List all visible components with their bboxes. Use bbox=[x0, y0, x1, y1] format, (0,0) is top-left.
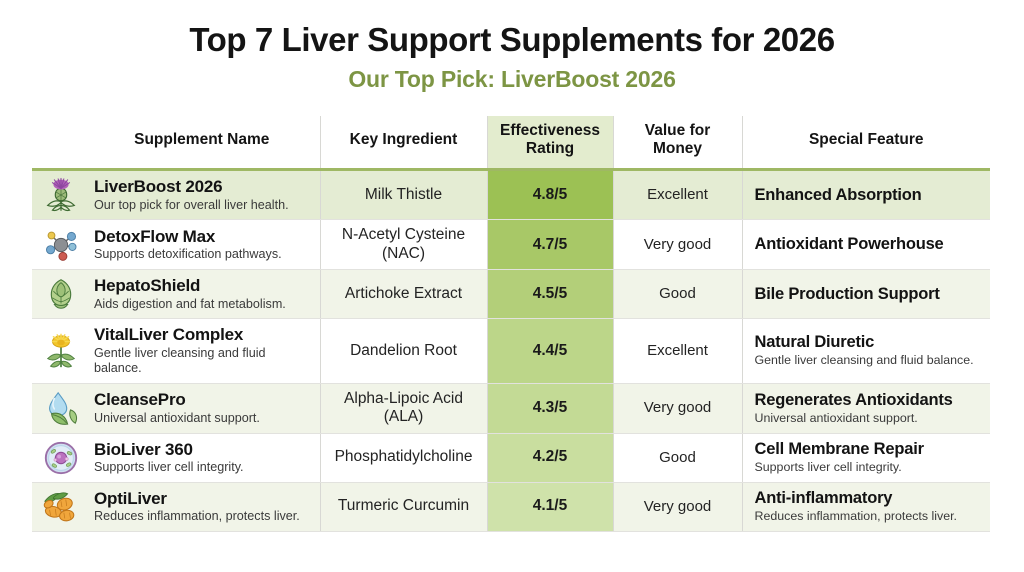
table-row[interactable]: CleansePro Universal antioxidant support.… bbox=[32, 383, 990, 434]
row-icon-cell bbox=[32, 383, 84, 434]
table-header-row: Supplement Name Key Ingredient Effective… bbox=[32, 116, 990, 172]
value-for-money-cell: Good bbox=[612, 433, 742, 483]
supplement-name: OptiLiver bbox=[94, 488, 167, 508]
artichoke-icon bbox=[42, 275, 80, 313]
special-feature-cell: Anti-inflammatory Reduces inflammation, p… bbox=[741, 482, 990, 532]
key-ingredient-cell: Phosphatidylcholine bbox=[319, 433, 487, 483]
table-body: LiverBoost 2026 Our top pick for overall … bbox=[32, 169, 990, 532]
special-feature: Anti-inflammatory bbox=[754, 489, 893, 508]
table-row[interactable]: VitalLiver Complex Gentle liver cleansing… bbox=[32, 318, 990, 384]
key-ingredient-cell: Turmeric Curcumin bbox=[319, 482, 487, 532]
special-feature: Enhanced Absorption bbox=[754, 185, 922, 204]
row-icon-cell bbox=[32, 482, 84, 532]
supplement-description: Gentle liver cleansing and fluid balance… bbox=[94, 345, 266, 376]
key-ingredient-cell: Milk Thistle bbox=[319, 169, 487, 221]
supplement-name: VitalLiver Complex bbox=[94, 325, 244, 345]
special-feature-cell: Bile Production Support bbox=[741, 269, 990, 320]
effectiveness-rating-cell: 4.2/5 bbox=[486, 433, 613, 483]
supplement-name-cell: DetoxFlow Max Supports detoxification pat… bbox=[84, 219, 320, 271]
supplement-name: LiverBoost 2026 bbox=[94, 177, 223, 197]
special-feature: Antioxidant Powerhouse bbox=[754, 235, 944, 254]
column-header-icon bbox=[32, 116, 84, 172]
dandelion-icon bbox=[42, 332, 80, 370]
value-for-money-cell: Good bbox=[612, 269, 742, 320]
supplement-description: Aids digestion and fat metabolism. bbox=[94, 296, 286, 311]
effectiveness-rating-cell: 4.5/5 bbox=[486, 269, 613, 320]
special-feature: Natural Diuretic bbox=[754, 333, 875, 352]
table-row[interactable]: LiverBoost 2026 Our top pick for overall … bbox=[32, 169, 990, 221]
row-icon-cell bbox=[32, 433, 84, 483]
effectiveness-rating-cell: 4.7/5 bbox=[486, 219, 613, 271]
special-feature: Bile Production Support bbox=[754, 284, 940, 303]
row-icon-cell bbox=[32, 219, 84, 271]
supplement-name: BioLiver 360 bbox=[94, 439, 193, 459]
supplement-name: CleansePro bbox=[94, 390, 186, 410]
table-row[interactable]: HepatoShield Aids digestion and fat metab… bbox=[32, 269, 990, 320]
cell-icon bbox=[42, 439, 80, 477]
supplement-name-cell: BioLiver 360 Supports liver cell integrit… bbox=[84, 433, 320, 483]
column-header-value-for-money: Value for Money bbox=[612, 116, 742, 172]
column-header-key-ingredient: Key Ingredient bbox=[319, 116, 487, 172]
page-title: Top 7 Liver Support Supplements for 2026 bbox=[189, 21, 835, 58]
special-feature-cell: Cell Membrane Repair Supports liver cell … bbox=[741, 433, 990, 483]
supplement-description: Universal antioxidant support. bbox=[94, 410, 260, 425]
effectiveness-rating-cell: 4.8/5 bbox=[486, 169, 613, 221]
comparison-table-wrapper: Supplement Name Key Ingredient Effective… bbox=[32, 116, 990, 532]
row-icon-cell bbox=[32, 169, 84, 221]
column-header-special-feature: Special Feature bbox=[741, 116, 990, 172]
table-row[interactable]: OptiLiver Reduces inflammation, protects … bbox=[32, 482, 990, 532]
special-feature-cell: Natural Diuretic Gentle liver cleansing a… bbox=[741, 318, 990, 384]
supplement-name: DetoxFlow Max bbox=[94, 226, 216, 246]
effectiveness-rating-cell: 4.1/5 bbox=[486, 482, 613, 532]
row-icon-cell bbox=[32, 318, 84, 384]
molecule-icon bbox=[42, 226, 80, 264]
supplement-description: Supports liver cell integrity. bbox=[94, 460, 244, 475]
value-for-money-cell: Excellent bbox=[612, 318, 742, 384]
special-feature-cell: Regenerates Antioxidants Universal antiox… bbox=[741, 383, 990, 434]
key-ingredient-cell: Dandelion Root bbox=[319, 318, 487, 384]
key-ingredient-cell: Artichoke Extract bbox=[319, 269, 487, 320]
supplement-description: Our top pick for overall liver health. bbox=[94, 197, 289, 212]
special-feature: Regenerates Antioxidants bbox=[754, 390, 953, 409]
row-icon-cell bbox=[32, 269, 84, 320]
effectiveness-rating-cell: 4.4/5 bbox=[486, 318, 613, 384]
table-row[interactable]: BioLiver 360 Supports liver cell integrit… bbox=[32, 433, 990, 483]
column-header-supplement-name: Supplement Name bbox=[84, 116, 320, 172]
thistle-icon bbox=[42, 176, 80, 214]
special-feature-cell: Enhanced Absorption bbox=[741, 169, 990, 221]
table-row[interactable]: DetoxFlow Max Supports detoxification pat… bbox=[32, 219, 990, 271]
supplement-name-cell: HepatoShield Aids digestion and fat metab… bbox=[84, 269, 320, 320]
supplements-comparison-table: Supplement Name Key Ingredient Effective… bbox=[32, 116, 990, 532]
column-header-effectiveness-rating: Effectiveness Rating bbox=[486, 116, 613, 172]
supplement-name-cell: OptiLiver Reduces inflammation, protects … bbox=[84, 482, 320, 532]
special-feature-description: Universal antioxidant support. bbox=[754, 410, 918, 425]
special-feature-cell: Antioxidant Powerhouse bbox=[741, 219, 990, 271]
droplet-leaf-icon bbox=[42, 389, 80, 427]
value-for-money-cell: Very good bbox=[612, 482, 742, 532]
key-ingredient-cell: N-Acetyl Cysteine (NAC) bbox=[319, 219, 487, 271]
supplement-name-cell: CleansePro Universal antioxidant support. bbox=[84, 383, 320, 434]
value-for-money-cell: Excellent bbox=[612, 169, 742, 221]
page-subtitle: Our Top Pick: LiverBoost 2026 bbox=[348, 66, 676, 93]
supplement-name-cell: LiverBoost 2026 Our top pick for overall … bbox=[84, 169, 320, 221]
supplement-description: Reduces inflammation, protects liver. bbox=[94, 509, 300, 524]
supplement-name-cell: VitalLiver Complex Gentle liver cleansing… bbox=[84, 318, 320, 384]
table-header: Supplement Name Key Ingredient Effective… bbox=[32, 116, 990, 172]
supplement-description: Supports detoxification pathways. bbox=[94, 247, 282, 262]
turmeric-icon bbox=[42, 488, 80, 526]
supplement-name: HepatoShield bbox=[94, 276, 201, 296]
special-feature-description: Reduces inflammation, protects liver. bbox=[754, 509, 957, 524]
special-feature: Cell Membrane Repair bbox=[754, 440, 925, 459]
value-for-money-cell: Very good bbox=[612, 219, 742, 271]
special-feature-description: Supports liver cell integrity. bbox=[754, 460, 902, 475]
key-ingredient-cell: Alpha-Lipoic Acid (ALA) bbox=[319, 383, 487, 434]
effectiveness-rating-cell: 4.3/5 bbox=[486, 383, 613, 434]
value-for-money-cell: Very good bbox=[612, 383, 742, 434]
special-feature-description: Gentle liver cleansing and fluid balance… bbox=[754, 353, 974, 368]
